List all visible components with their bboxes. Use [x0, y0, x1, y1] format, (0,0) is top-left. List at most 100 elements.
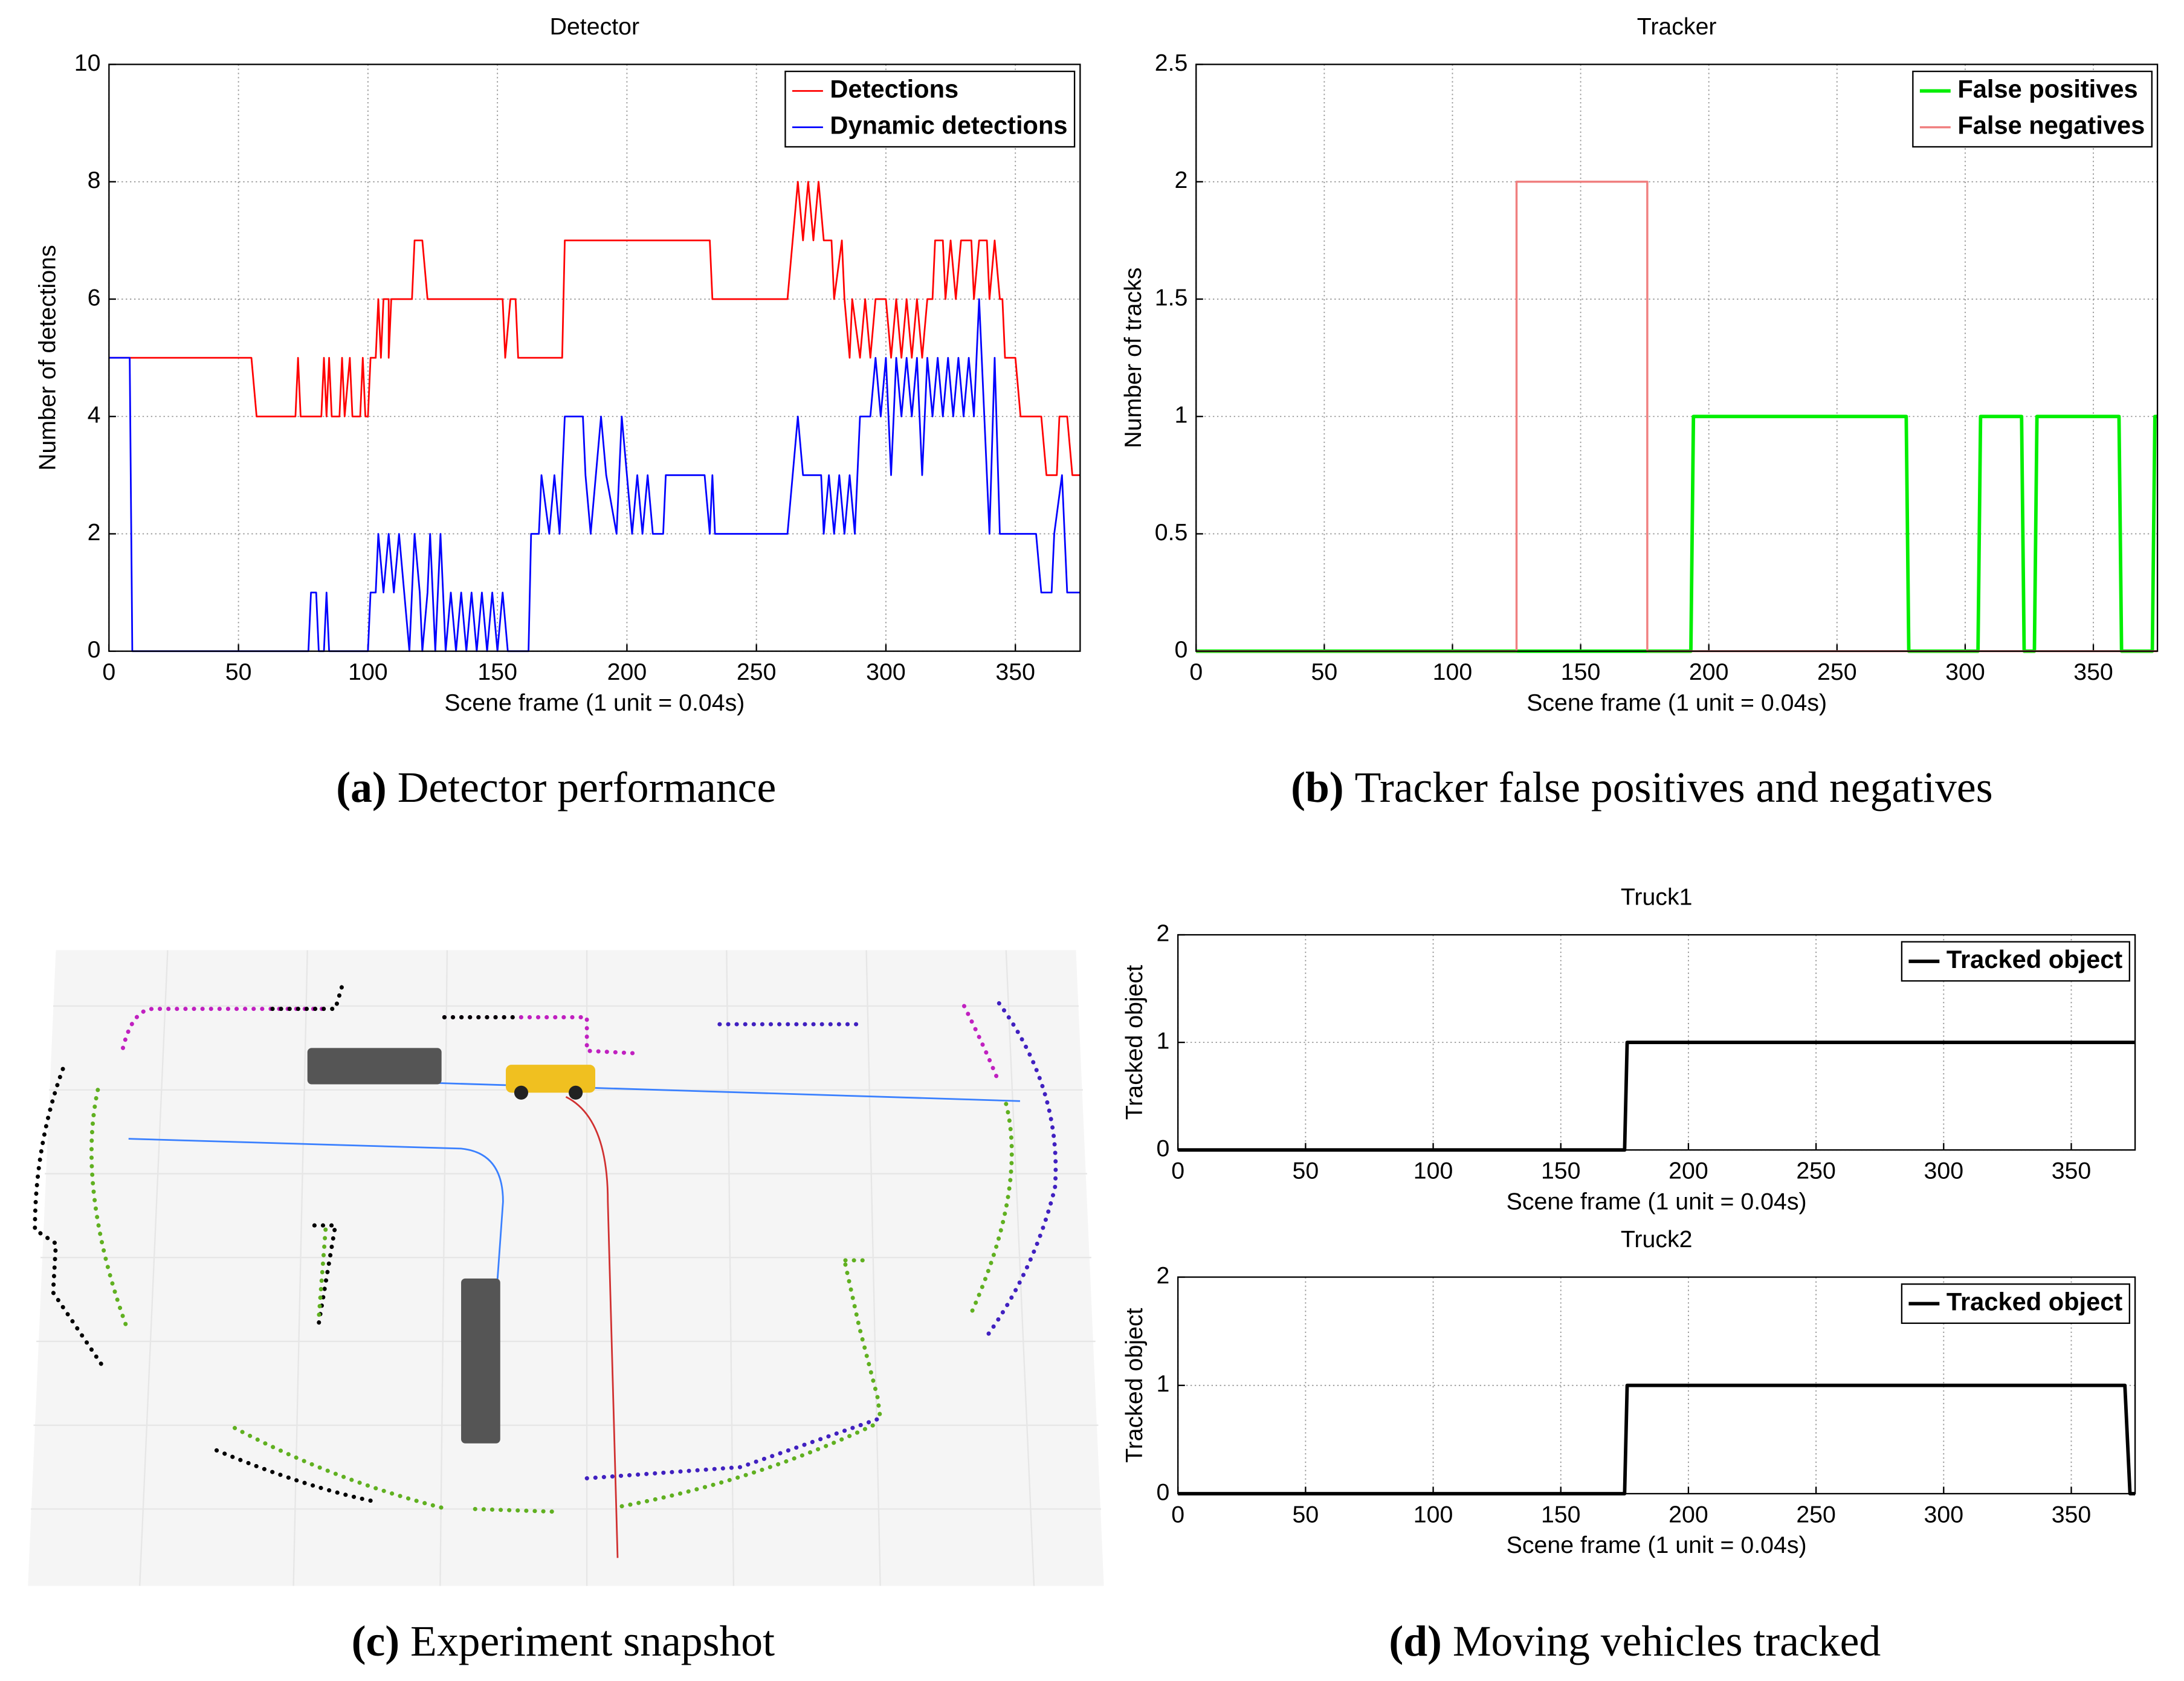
- caption-text: Tracker false positives and negatives: [1355, 764, 1993, 812]
- x-tick-label: 350: [2052, 1501, 2092, 1528]
- x-tick-label: 100: [1413, 1501, 1453, 1528]
- x-tick-label: 200: [1669, 1158, 1708, 1184]
- y-axis-label: Number of tracks: [1120, 268, 1146, 448]
- x-tick-label: 100: [1433, 659, 1473, 685]
- trajectory: [128, 1138, 504, 1300]
- x-tick-label: 200: [1669, 1501, 1708, 1528]
- x-tick-label: 0: [1171, 1501, 1184, 1528]
- x-tick-label: 0: [1189, 659, 1203, 685]
- y-axis-label: Tracked object: [1121, 1308, 1148, 1463]
- plot-frame: [1177, 1276, 2136, 1495]
- x-axis-label: Scene frame (1 unit = 0.04s): [1527, 689, 1827, 716]
- x-tick-label: 250: [1796, 1158, 1836, 1184]
- caption-label: (a): [336, 764, 387, 812]
- scan-points: [33, 982, 1058, 1514]
- caption: (a) Detector performance: [336, 764, 776, 812]
- legend-box: [1912, 70, 2153, 148]
- y-tick-label: 0.5: [1155, 519, 1188, 546]
- x-tick-label: 200: [1689, 659, 1729, 685]
- y-tick-label: 0: [1156, 1135, 1169, 1162]
- chart-title: Truck1: [1621, 883, 1693, 910]
- x-tick-label: 100: [348, 659, 388, 685]
- legend-box: [784, 70, 1076, 148]
- plot-frame: [1177, 934, 2136, 1151]
- x-tick-label: 250: [1817, 659, 1857, 685]
- x-tick-label: 150: [1541, 1158, 1581, 1184]
- y-tick-label: 2: [88, 519, 101, 546]
- wheel: [514, 1085, 529, 1100]
- snapshot: [28, 950, 1104, 1586]
- x-tick-label: 250: [1796, 1501, 1836, 1528]
- y-tick-label: 2: [1175, 167, 1188, 193]
- x-tick-label: 150: [1541, 1501, 1581, 1528]
- legend-label: Tracked object: [1947, 945, 2123, 973]
- ground-grid: [30, 950, 1102, 1586]
- y-tick-label: 1.5: [1155, 284, 1188, 311]
- y-tick-label: 4: [88, 402, 101, 428]
- x-tick-label: 300: [1945, 659, 1985, 685]
- legend-box: [1901, 941, 2130, 982]
- y-axis-label: Number of detections: [34, 245, 60, 471]
- x-tick-label: 350: [2052, 1158, 2092, 1184]
- y-tick-label: 8: [88, 167, 101, 193]
- caption-text: Moving vehicles tracked: [1453, 1617, 1881, 1665]
- data-line: [109, 181, 1081, 476]
- legend: False positives False negatives: [1912, 70, 2153, 148]
- y-tick-label: 0: [1156, 1479, 1169, 1505]
- legend: Tracked object: [1901, 941, 2130, 982]
- x-axis-label: Scene frame (1 unit = 0.04s): [1507, 1532, 1807, 1558]
- x-tick-label: 300: [866, 659, 906, 685]
- caption: (b) Tracker false positives and negative…: [1291, 764, 1993, 812]
- legend-label: Dynamic detections: [830, 111, 1067, 140]
- x-tick-label: 150: [1561, 659, 1601, 685]
- legend-label: Detections: [830, 74, 958, 103]
- chart-title: Detector: [550, 13, 640, 40]
- wheel: [569, 1085, 583, 1100]
- ground-plane: [28, 950, 1104, 1586]
- truck: [461, 1278, 500, 1444]
- caption: (c) Experiment snapshot: [352, 1617, 775, 1665]
- x-tick-label: 50: [1311, 659, 1338, 685]
- x-tick-label: 200: [607, 659, 647, 685]
- caption-text: Experiment snapshot: [410, 1617, 775, 1665]
- caption-label: (c): [352, 1617, 400, 1665]
- plot-frame: [108, 63, 1081, 652]
- x-tick-label: 100: [1413, 1158, 1453, 1184]
- x-axis-label: Scene frame (1 unit = 0.04s): [444, 689, 745, 716]
- x-tick-label: 300: [1924, 1158, 1964, 1184]
- x-tick-label: 350: [2073, 659, 2113, 685]
- y-tick-label: 2: [1156, 1262, 1169, 1289]
- x-tick-label: 150: [477, 659, 517, 685]
- caption-text: Detector performance: [398, 764, 777, 812]
- y-tick-label: 1: [1175, 402, 1188, 428]
- plot-frame: [1195, 63, 2159, 652]
- plot-area: [109, 64, 1081, 651]
- legend-label: False positives: [1957, 74, 2137, 103]
- y-tick-label: 1: [1156, 1027, 1169, 1054]
- legend-box: [1901, 1283, 2130, 1324]
- y-tick-label: 1: [1156, 1370, 1169, 1397]
- x-tick-label: 250: [737, 659, 777, 685]
- x-tick-label: 50: [1293, 1158, 1319, 1184]
- car: [506, 1065, 596, 1093]
- caption-label: (b): [1291, 764, 1344, 812]
- caption-label: (d): [1389, 1617, 1442, 1665]
- x-tick-label: 300: [1924, 1501, 1964, 1528]
- y-tick-label: 2: [1156, 920, 1169, 946]
- x-tick-label: 0: [1171, 1158, 1184, 1184]
- legend-label: Tracked object: [1947, 1287, 2123, 1315]
- legend: Tracked object: [1901, 1283, 2130, 1324]
- x-tick-label: 50: [1293, 1501, 1319, 1528]
- legend: Detections Dynamic detections: [784, 70, 1076, 148]
- y-tick-label: 0: [88, 636, 101, 663]
- caption: (d) Moving vehicles tracked: [1389, 1617, 1881, 1665]
- chart-title: Truck2: [1621, 1226, 1693, 1253]
- y-tick-label: 10: [74, 50, 101, 76]
- x-axis-label: Scene frame (1 unit = 0.04s): [1507, 1188, 1807, 1215]
- y-tick-label: 6: [88, 284, 101, 311]
- y-tick-label: 2.5: [1155, 50, 1188, 76]
- legend-label: False negatives: [1957, 111, 2145, 140]
- x-tick-label: 0: [102, 659, 115, 685]
